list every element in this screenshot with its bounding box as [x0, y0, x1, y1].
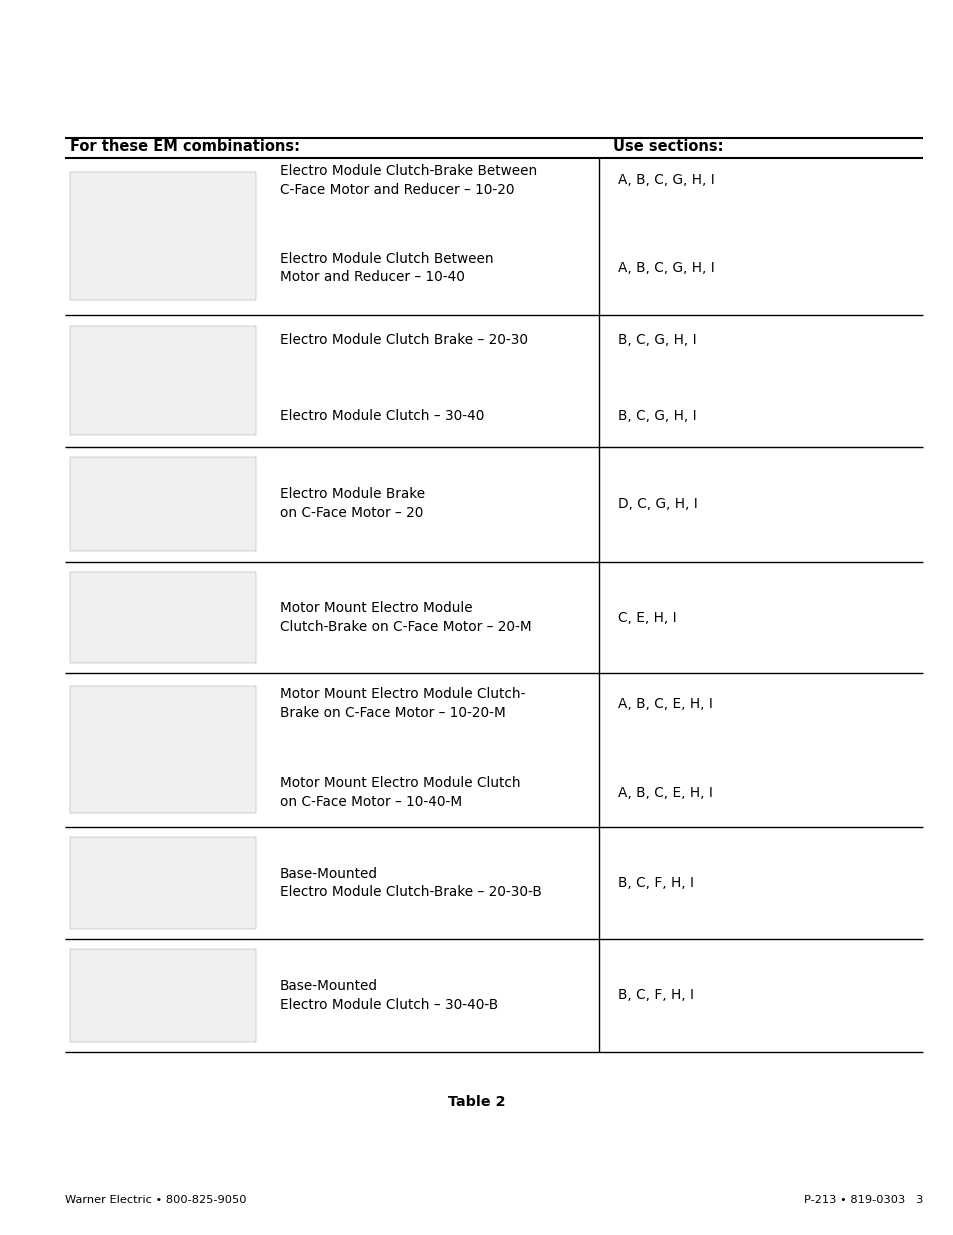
Text: B, C, F, H, I: B, C, F, H, I: [618, 988, 694, 1003]
Bar: [70, 172, 255, 300]
Text: Electro Module Clutch-Brake Between
C-Face Motor and Reducer – 10-20: Electro Module Clutch-Brake Between C-Fa…: [279, 164, 537, 196]
Text: Base-Mounted
Electro Module Clutch – 30-40-B: Base-Mounted Electro Module Clutch – 30-…: [279, 979, 497, 1011]
Text: Electro Module Brake
on C-Face Motor – 20: Electro Module Brake on C-Face Motor – 2…: [279, 488, 424, 520]
Text: Electro Module Clutch Brake – 20-30: Electro Module Clutch Brake – 20-30: [279, 332, 527, 347]
Bar: [70, 326, 255, 435]
Text: C, E, H, I: C, E, H, I: [618, 610, 676, 625]
Text: Use sections:: Use sections:: [613, 140, 723, 154]
Text: P-213 • 819-0303   3: P-213 • 819-0303 3: [803, 1195, 923, 1205]
Text: D, C, G, H, I: D, C, G, H, I: [618, 496, 698, 511]
Text: A, B, C, E, H, I: A, B, C, E, H, I: [618, 785, 712, 800]
Bar: [70, 948, 255, 1042]
Text: A, B, C, E, H, I: A, B, C, E, H, I: [618, 697, 712, 711]
Bar: [70, 457, 255, 551]
Bar: [70, 572, 255, 663]
Text: Motor Mount Electro Module Clutch-
Brake on C-Face Motor – 10-20-M: Motor Mount Electro Module Clutch- Brake…: [279, 688, 524, 720]
Text: B, C, F, H, I: B, C, F, H, I: [618, 876, 694, 890]
Text: For these EM combinations:: For these EM combinations:: [70, 140, 299, 154]
Text: Motor Mount Electro Module
Clutch-Brake on C-Face Motor – 20-M: Motor Mount Electro Module Clutch-Brake …: [279, 601, 531, 634]
Bar: [70, 837, 255, 929]
Text: A, B, C, G, H, I: A, B, C, G, H, I: [618, 261, 714, 275]
Text: Table 2: Table 2: [448, 1094, 505, 1109]
Bar: [70, 687, 255, 813]
Text: A, B, C, G, H, I: A, B, C, G, H, I: [618, 173, 714, 188]
Text: Warner Electric • 800-825-9050: Warner Electric • 800-825-9050: [65, 1195, 246, 1205]
Text: Electro Module Clutch – 30-40: Electro Module Clutch – 30-40: [279, 409, 483, 424]
Text: B, C, G, H, I: B, C, G, H, I: [618, 332, 696, 347]
Text: Motor Mount Electro Module Clutch
on C-Face Motor – 10-40-M: Motor Mount Electro Module Clutch on C-F…: [279, 777, 519, 809]
Text: B, C, G, H, I: B, C, G, H, I: [618, 409, 696, 424]
Text: Base-Mounted
Electro Module Clutch-Brake – 20-30-B: Base-Mounted Electro Module Clutch-Brake…: [279, 867, 540, 899]
Text: Electro Module Clutch Between
Motor and Reducer – 10-40: Electro Module Clutch Between Motor and …: [279, 252, 493, 284]
